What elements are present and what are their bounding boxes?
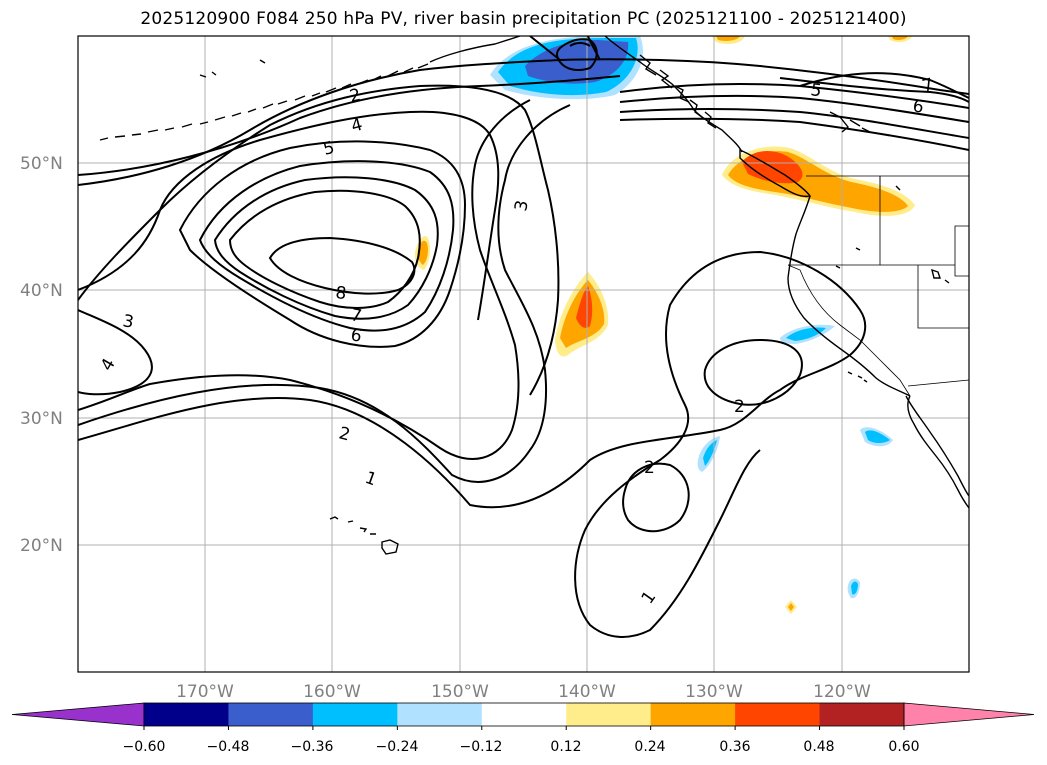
pv-label: 7 <box>920 75 936 97</box>
longitude-labels: 170°W 160°W 150°W 140°W 130°W 120°W <box>176 682 871 702</box>
colorbar-segment <box>397 703 483 726</box>
pv-contour-2-west <box>78 99 531 460</box>
lat-label: 50°N <box>20 154 63 174</box>
pv-contour-4 <box>78 140 467 396</box>
colorbar-ticks: −0.60 −0.48 −0.36 −0.24 −0.12 0.12 0.24 … <box>123 739 920 755</box>
pv-label: 2 <box>348 85 363 107</box>
pv-label: 7 <box>349 305 363 327</box>
map-panel <box>78 36 969 672</box>
lat-label: 40°N <box>20 281 63 301</box>
colorbar <box>11 702 1035 730</box>
map-title: 2025120900 F084 250 hPa PV, river basin … <box>140 9 907 29</box>
pv-contour-1-north <box>78 58 969 186</box>
colorbar-segment <box>228 703 314 726</box>
lon-label: 120°W <box>813 682 871 702</box>
colorbar-tick-label: −0.60 <box>123 739 166 755</box>
pv-contour-7-north <box>619 108 969 139</box>
colorbar-frame <box>143 702 905 727</box>
colorbar-segment <box>144 703 229 726</box>
baja-california <box>907 395 969 509</box>
pv-contour-6-north <box>619 94 969 123</box>
colorbar-extend-high <box>903 702 1035 727</box>
pv-label: 4 <box>349 115 365 137</box>
pv-label: 6 <box>349 325 363 347</box>
colorbar-extend-low <box>11 702 145 727</box>
political-boundaries <box>787 175 969 397</box>
pv-contour-1-south <box>78 250 867 638</box>
lon-label: 170°W <box>176 682 234 702</box>
pv-contours <box>78 36 969 638</box>
pv-contour-2-small-south <box>622 462 690 533</box>
lon-label: 130°W <box>685 682 743 702</box>
pv-contour-5 <box>198 160 455 332</box>
colorbar-segment <box>650 703 736 726</box>
colorbar-tick-label: 0.48 <box>803 739 834 755</box>
colorbar-tick-label: −0.24 <box>376 739 419 755</box>
us-west-coast <box>787 195 911 397</box>
pv-label: 5 <box>321 138 337 160</box>
colorbar-tick-label: −0.48 <box>207 739 250 755</box>
pv-contour-8 <box>268 236 416 295</box>
pv-label: 6 <box>911 96 925 118</box>
colorbar-segment <box>735 703 821 726</box>
coastlines <box>99 36 969 555</box>
colorbar-segment <box>566 703 652 726</box>
pv-contour-3 <box>78 110 500 321</box>
colorbar-segment <box>481 703 567 726</box>
lon-label: 150°W <box>431 682 489 702</box>
colorbar-segment <box>819 703 905 726</box>
colorbar-tick-label: 0.60 <box>888 739 919 755</box>
lat-label: 30°N <box>20 409 63 429</box>
lat-label: 20°N <box>20 536 63 556</box>
pv-label: 2 <box>644 458 655 478</box>
pv-label: 5 <box>809 80 823 101</box>
latitude-labels: 20°N 30°N 40°N 50°N <box>20 154 63 556</box>
pv-contour-7 <box>228 189 421 309</box>
colorbar-tick-label: 0.36 <box>719 739 750 755</box>
lon-label: 140°W <box>558 682 616 702</box>
colorbar-tick-label: −0.36 <box>291 739 334 755</box>
pv-label: 8 <box>334 283 347 304</box>
pv-contour-4-north <box>78 75 621 176</box>
colorbar-tick-label: 0.24 <box>634 739 665 755</box>
hawaii <box>329 516 399 555</box>
pv-contour-2-south <box>78 104 571 483</box>
pv-label: 3 <box>121 311 135 333</box>
pv-contour-2-small-east <box>703 338 803 406</box>
pv-label: 2 <box>734 397 745 417</box>
pv-contour-6 <box>213 176 439 320</box>
lon-label: 160°W <box>303 682 361 702</box>
colorbar-tick-label: 0.12 <box>550 739 581 755</box>
colorbar-segment <box>312 703 398 726</box>
colorbar-tick-label: −0.12 <box>460 739 503 755</box>
pv-label: 3 <box>511 199 533 213</box>
map-frame <box>77 35 970 673</box>
alaska-coast <box>429 36 521 63</box>
pv-label: 2 <box>337 423 352 445</box>
